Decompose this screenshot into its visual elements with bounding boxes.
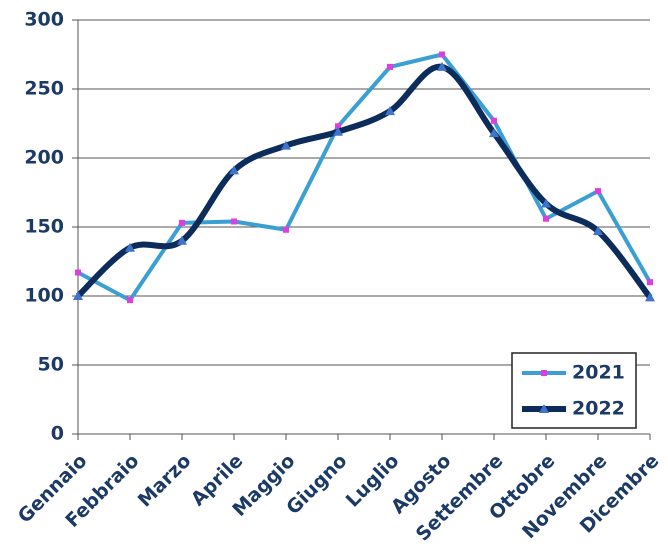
data-point xyxy=(177,235,187,245)
y-tick-label: 0 xyxy=(51,423,64,445)
y-tick-label: 200 xyxy=(24,147,64,169)
data-point xyxy=(593,226,603,236)
data-point xyxy=(283,226,289,233)
data-point xyxy=(281,140,291,150)
data-point xyxy=(543,215,549,222)
data-point xyxy=(229,165,239,175)
y-tick-label: 150 xyxy=(24,216,64,238)
legend-label: 2022 xyxy=(572,398,625,420)
y-tick-label: 50 xyxy=(38,354,64,376)
data-point xyxy=(437,61,447,71)
legend xyxy=(511,352,637,429)
data-point xyxy=(647,279,653,286)
data-point xyxy=(491,117,497,124)
data-point xyxy=(127,297,133,304)
legend-marker xyxy=(541,370,547,376)
data-point xyxy=(75,269,81,276)
data-point xyxy=(333,126,343,136)
data-point xyxy=(335,123,341,130)
x-tick-label: Marzo xyxy=(134,450,196,512)
data-point xyxy=(385,106,395,116)
series-line xyxy=(77,52,652,303)
data-point xyxy=(179,219,185,226)
y-tick-label: 300 xyxy=(24,9,64,31)
y-tick-label: 100 xyxy=(24,285,64,307)
legend-label: 2021 xyxy=(572,362,625,384)
data-point xyxy=(439,51,445,58)
data-point xyxy=(489,128,499,138)
data-point xyxy=(645,292,655,302)
data-point xyxy=(231,218,237,225)
data-point xyxy=(125,242,135,252)
legend-marker xyxy=(539,404,549,413)
series-line xyxy=(75,63,653,300)
data-point xyxy=(387,63,393,70)
y-tick-label: 250 xyxy=(24,78,64,100)
data-point xyxy=(541,198,551,208)
data-point xyxy=(595,188,601,195)
data-point xyxy=(73,291,83,300)
